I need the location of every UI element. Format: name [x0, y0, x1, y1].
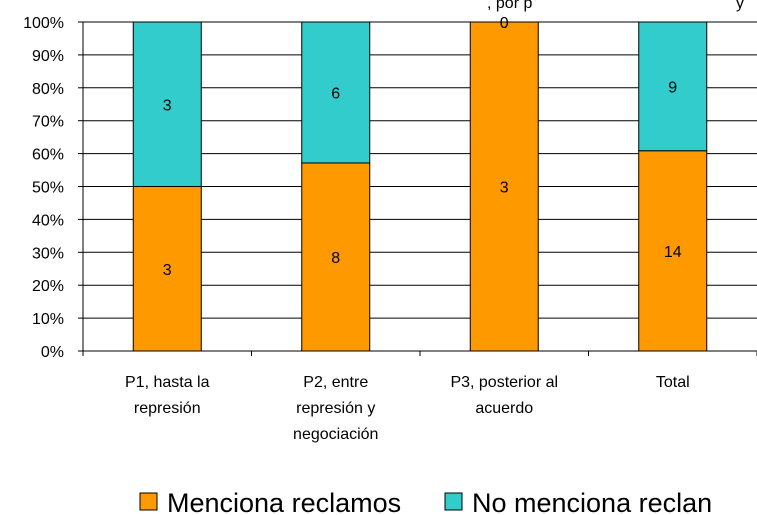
data-label-menciona: 3: [163, 262, 172, 279]
x-category-label: P2, entre: [303, 374, 368, 391]
y-tick-label: 0%: [41, 344, 64, 361]
y-tick-label: 10%: [32, 311, 64, 328]
legend-swatch-menciona: [139, 492, 158, 511]
x-category-label: Total: [656, 374, 690, 391]
bar-no-menciona: [132, 21, 202, 187]
data-label-menciona: 8: [331, 250, 340, 267]
data-label-no-menciona: 3: [163, 97, 172, 114]
y-tick-label: 100%: [23, 15, 64, 32]
legend-label-no-menciona: No menciona reclan: [472, 488, 712, 515]
bar-menciona: [638, 150, 708, 352]
data-label-no-menciona: 0: [500, 15, 509, 32]
y-tick-label: 90%: [32, 48, 64, 65]
data-label-no-menciona: 9: [668, 79, 677, 96]
bar-menciona: [469, 21, 539, 352]
bar-no-menciona: [301, 21, 371, 164]
x-category-label: represión y: [296, 400, 375, 417]
x-category-label: P1, hasta la: [125, 374, 210, 391]
x-category-label: acuerdo: [475, 400, 533, 417]
x-category-label: P3, posterior al: [450, 374, 558, 391]
data-label-menciona: 3: [500, 180, 509, 197]
legend-swatch-no-menciona: [444, 492, 463, 511]
y-tick-label: 80%: [32, 81, 64, 98]
data-label-no-menciona: 6: [331, 86, 340, 103]
axes: [78, 21, 757, 356]
y-tick-label: 60%: [32, 147, 64, 164]
y-tick-label: 70%: [32, 114, 64, 131]
x-category-label: negociación: [293, 426, 378, 443]
bar-no-menciona: [638, 21, 708, 152]
data-label-menciona: 14: [664, 244, 682, 261]
y-tick-label: 20%: [32, 278, 64, 295]
chart-title-fragment: , por p: [487, 0, 532, 12]
x-category-labels: P1, hasta la represión P2, entre represión …: [125, 374, 690, 443]
legend: Menciona reclamos No menciona reclan: [139, 488, 712, 515]
data-labels: 3 3 8 6 3 0 14 9: [163, 15, 682, 279]
legend-label-menciona: Menciona reclamos: [167, 488, 401, 515]
y-tick-label: 40%: [32, 212, 64, 229]
chart-title-fragment-tail: y: [736, 0, 744, 12]
y-tick-labels: 0% 10% 20% 30% 40% 50% 60% 70% 80% 90% 100%: [23, 15, 64, 361]
y-tick-label: 50%: [32, 180, 64, 197]
y-tick-label: 30%: [32, 245, 64, 262]
x-category-label: represión: [134, 400, 201, 417]
